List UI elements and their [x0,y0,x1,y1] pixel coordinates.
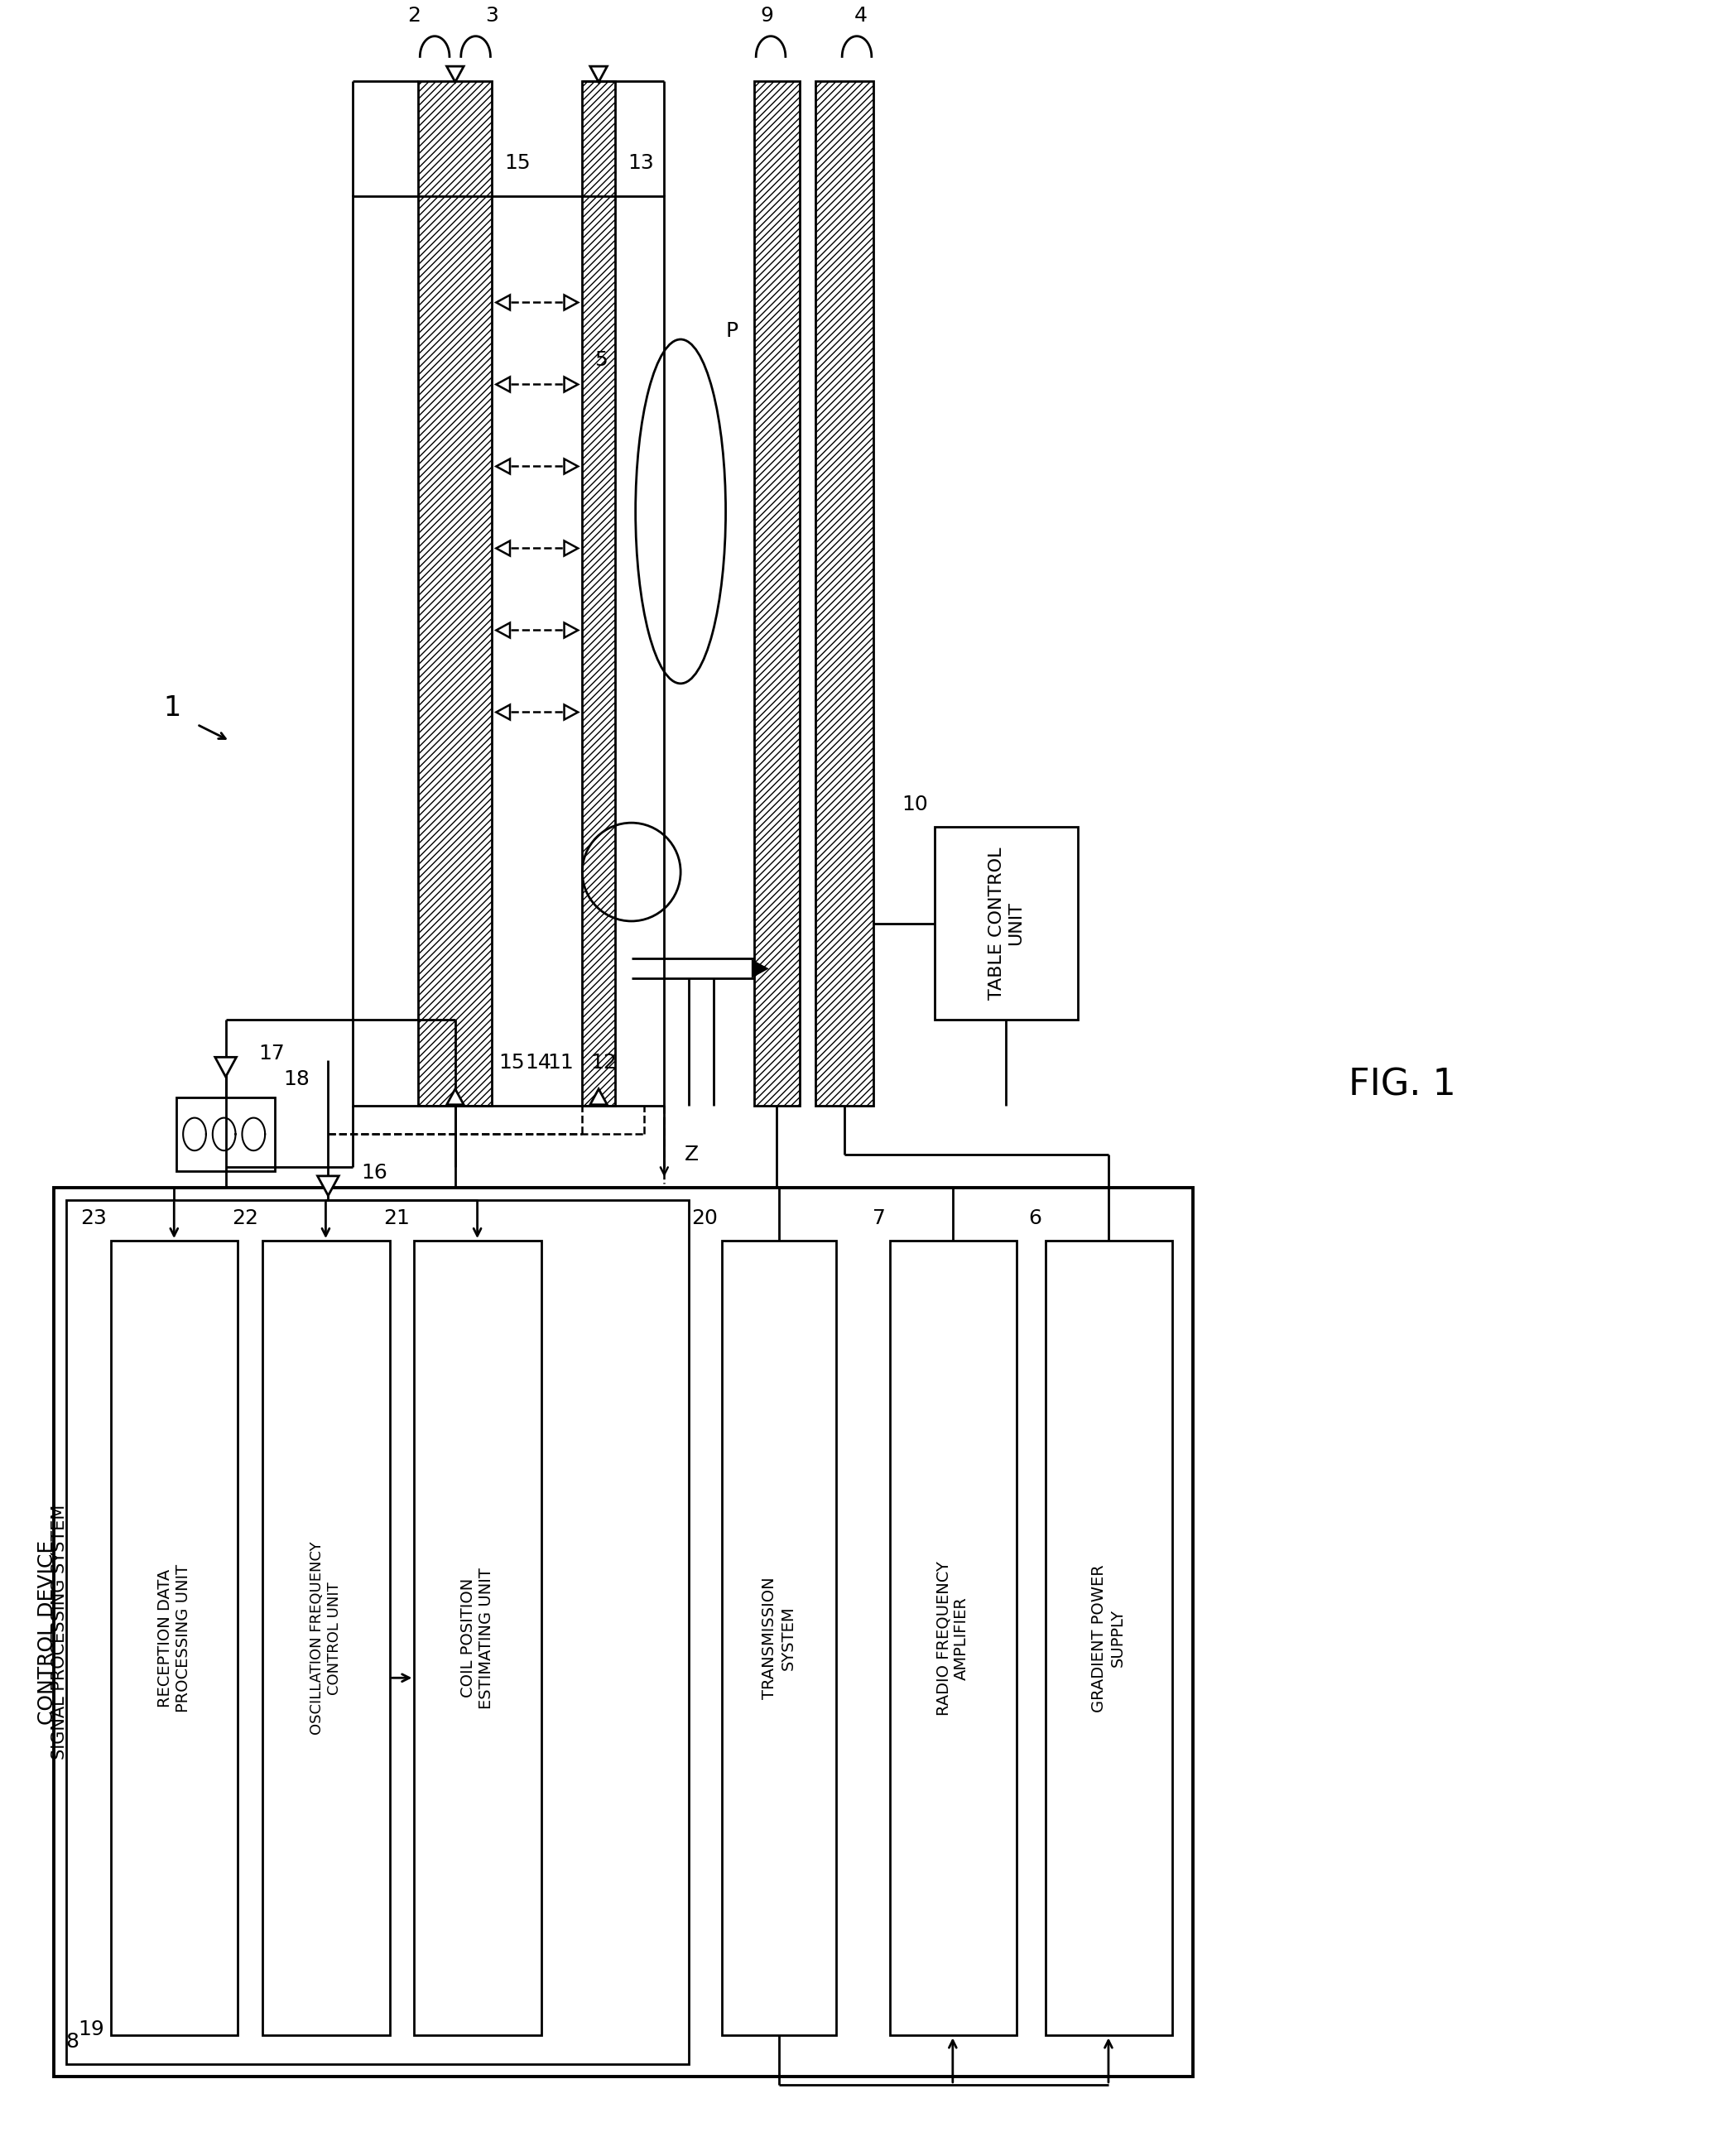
Polygon shape [496,377,510,392]
Bar [817,82,873,1106]
Bar [935,828,1079,1020]
Text: 19: 19 [79,2020,104,2040]
Polygon shape [496,623,510,638]
Bar [65,1199,688,2063]
Text: 11: 11 [548,1052,574,1074]
Polygon shape [447,1089,464,1104]
Text: 16: 16 [361,1162,387,1184]
Text: COIL POSITION
ESTIMATING UNIT: COIL POSITION ESTIMATING UNIT [461,1567,495,1710]
Text: SIGNAL PROCESSING SYSTEM: SIGNAL PROCESSING SYSTEM [51,1505,67,1759]
Polygon shape [496,295,510,310]
Polygon shape [565,377,579,392]
Polygon shape [496,705,510,720]
Text: 23: 23 [80,1210,106,1229]
Bar [755,82,800,1106]
Text: Z: Z [685,1145,698,1164]
Polygon shape [565,705,579,720]
Bar [491,287,582,1007]
Text: GRADIENT POWER
SUPPLY: GRADIENT POWER SUPPLY [1092,1563,1125,1712]
Text: RADIO FREQUENCY
AMPLIFIER: RADIO FREQUENCY AMPLIFIER [936,1561,969,1716]
Bar [262,1240,390,2035]
Text: 15: 15 [498,1052,526,1074]
Text: 7: 7 [873,1210,885,1229]
Text: TABLE CONTROL
UNIT: TABLE CONTROL UNIT [988,847,1024,1000]
Polygon shape [565,541,579,556]
Polygon shape [565,295,579,310]
Text: 14: 14 [526,1052,551,1074]
Text: 15: 15 [505,153,531,172]
Bar [721,1240,837,2035]
Text: 22: 22 [233,1210,259,1229]
Text: CONTROL DEVICE: CONTROL DEVICE [38,1539,56,1725]
Text: 13: 13 [627,153,654,172]
Text: 2: 2 [407,6,421,26]
Text: 8: 8 [65,2033,79,2053]
Text: 1: 1 [164,694,181,722]
Bar [53,1188,1193,2076]
Text: P: P [726,321,738,341]
Text: FIG. 1: FIG. 1 [1347,1067,1455,1104]
Text: 20: 20 [692,1210,717,1229]
Bar [1046,1240,1173,2035]
Text: 4: 4 [854,6,868,26]
Polygon shape [447,67,464,82]
Polygon shape [317,1175,339,1197]
Polygon shape [565,623,579,638]
Text: 9: 9 [760,6,774,26]
Text: 17: 17 [259,1044,284,1063]
Text: 6: 6 [1027,1210,1041,1229]
Text: 12: 12 [591,1052,616,1074]
Text: 18: 18 [282,1069,310,1089]
Text: 5: 5 [594,349,608,371]
Bar [890,1240,1017,2035]
Text: 21: 21 [383,1210,411,1229]
Polygon shape [496,459,510,474]
Bar [111,1240,238,2035]
Bar [353,196,664,1106]
Polygon shape [496,541,510,556]
Text: 10: 10 [902,796,928,815]
Bar [582,82,615,1106]
Text: 3: 3 [486,6,498,26]
Bar [414,1240,541,2035]
Polygon shape [565,459,579,474]
Text: TRANSMISSION
SYSTEM: TRANSMISSION SYSTEM [762,1576,796,1699]
Text: RECEPTION DATA
PROCESSING UNIT: RECEPTION DATA PROCESSING UNIT [158,1563,192,1712]
Bar [418,82,491,1106]
Polygon shape [216,1056,236,1076]
Polygon shape [753,962,767,977]
Polygon shape [591,67,608,82]
Polygon shape [591,1089,608,1104]
Text: OSCILLATION FREQUENCY
CONTROL UNIT: OSCILLATION FREQUENCY CONTROL UNIT [310,1542,342,1736]
Bar [176,1097,276,1171]
